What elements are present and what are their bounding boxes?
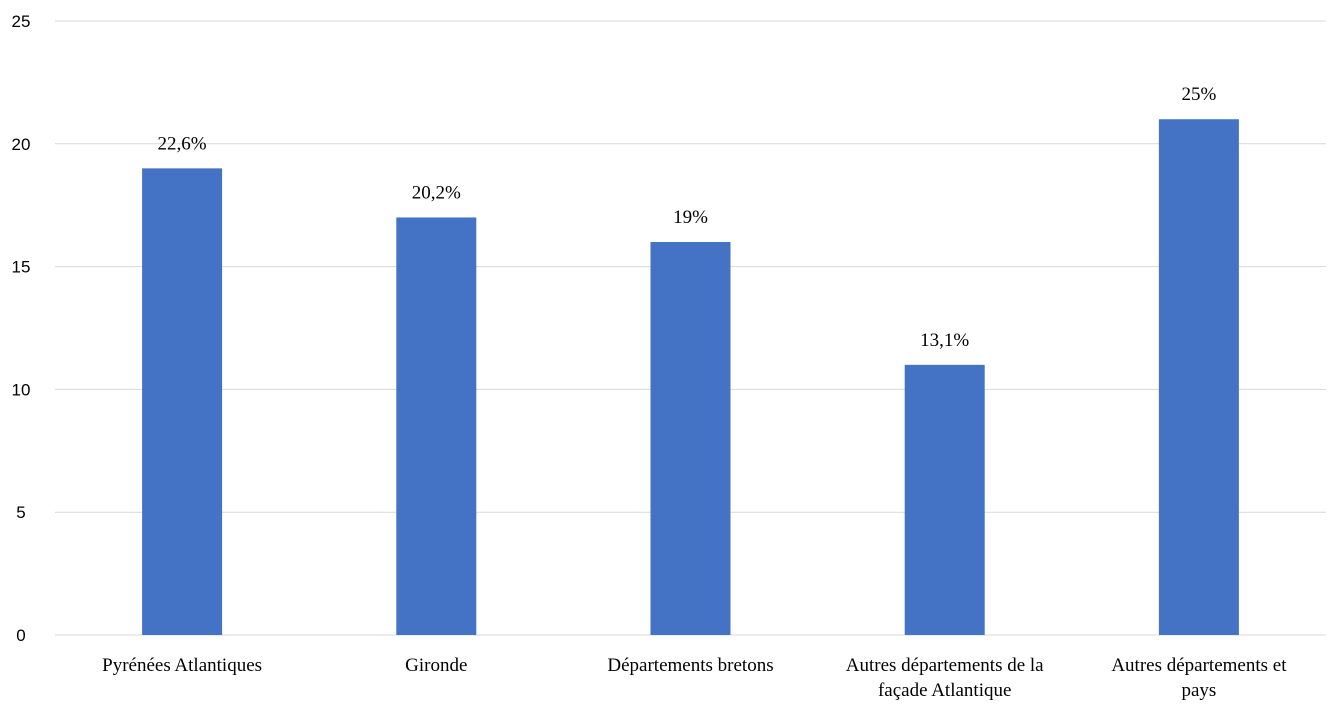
data-labels: 22,6% 20,2% 19% 13,1% 25% [158,84,1217,351]
bar [904,364,985,635]
bar [650,242,731,636]
x-tick-label: Pyrénées Atlantiques [102,655,262,676]
x-tick-label-line: Pyrénées Atlantiques [102,655,262,676]
x-tick-label-line: Départements bretons [607,655,773,676]
y-tick-label: 20 [12,135,31,154]
x-tick-label-line: Autres départements et [1111,655,1287,676]
y-tick-label: 0 [16,626,25,645]
data-label: 22,6% [158,133,207,154]
x-tick-label-line: pays [1181,680,1216,701]
data-label: 13,1% [920,330,969,351]
x-tick-label-line: façade Atlantique [878,680,1011,701]
data-label: 25% [1181,84,1216,105]
bar [1158,119,1239,636]
bars [142,119,1239,636]
data-label: 19% [673,207,708,228]
y-tick-label: 15 [12,258,31,277]
y-tick-label: 25 [12,12,31,31]
y-tick-label: 5 [16,503,25,522]
x-tick-label: Départements bretons [607,655,773,676]
x-axis-ticks: Pyrénées Atlantiques Gironde Départements … [102,655,1287,701]
bar [396,217,477,636]
bar [142,168,223,636]
y-tick-label: 10 [12,380,31,399]
data-label: 20,2% [412,182,461,203]
x-tick-label-line: Autres départements de la [846,655,1044,676]
x-tick-label: Gironde [405,655,467,676]
x-tick-label: Autres départements de la façade Atlantiq… [846,655,1044,701]
y-axis-ticks: 0 5 10 15 20 25 [12,12,31,645]
x-tick-label-line: Gironde [405,655,467,676]
x-tick-label: Autres départements et pays [1111,655,1287,701]
